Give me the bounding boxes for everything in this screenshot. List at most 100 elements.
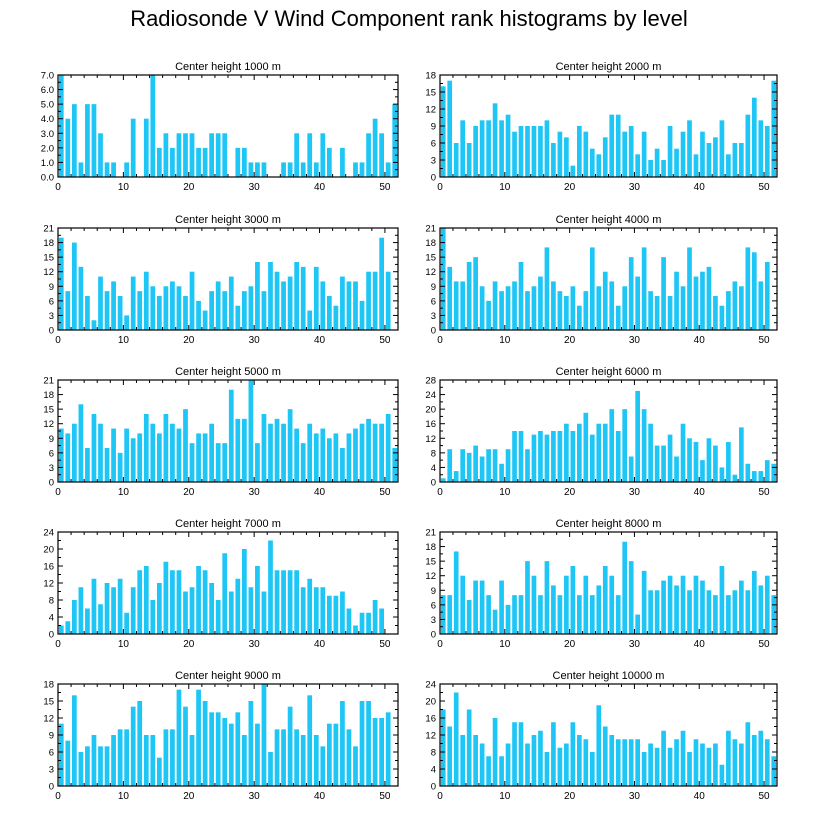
bar — [261, 414, 267, 482]
bar — [189, 587, 195, 634]
bar — [379, 423, 385, 482]
bar — [499, 120, 504, 177]
bar — [739, 427, 744, 482]
bar — [111, 735, 116, 786]
bar — [320, 746, 326, 786]
bar — [726, 730, 731, 786]
bar — [713, 137, 718, 177]
bar — [307, 310, 313, 330]
bar — [124, 612, 130, 634]
bar — [518, 722, 524, 786]
bar — [385, 712, 391, 786]
bar — [202, 570, 208, 634]
y-tick-label: 1.0 — [41, 158, 54, 169]
bar — [143, 735, 149, 786]
bar — [641, 131, 647, 177]
bar — [65, 118, 71, 177]
bar — [333, 433, 339, 482]
bar — [281, 162, 286, 177]
bar — [58, 75, 64, 177]
bar — [622, 739, 628, 786]
bar — [700, 271, 705, 330]
bar — [551, 143, 556, 177]
bar — [440, 595, 446, 634]
bar — [58, 723, 64, 786]
bar — [758, 585, 764, 634]
bar — [248, 162, 254, 177]
bar — [674, 148, 679, 177]
bar — [680, 286, 686, 330]
bar — [241, 291, 247, 330]
bar — [726, 441, 731, 482]
y-tick-label: 24 — [425, 680, 436, 691]
bar — [287, 706, 293, 786]
x-tick-label: 40 — [314, 182, 326, 193]
y-tick-label: 16 — [43, 562, 54, 573]
bar — [577, 423, 582, 482]
bar — [156, 147, 162, 177]
bar — [372, 271, 378, 330]
bar — [326, 595, 332, 634]
bar — [255, 723, 260, 786]
y-tick-label: 18 — [425, 71, 436, 82]
plot-frame — [57, 74, 399, 178]
bar — [353, 162, 358, 177]
bar — [235, 147, 241, 177]
bar — [667, 747, 673, 786]
bar — [111, 281, 116, 330]
bar — [453, 281, 459, 330]
bar — [609, 735, 615, 786]
bar — [91, 735, 97, 786]
bar — [156, 296, 162, 330]
bar — [745, 247, 751, 330]
bar — [713, 743, 718, 786]
x-tick-label: 10 — [499, 335, 511, 346]
panel-title: Center height 10000 m — [553, 670, 665, 682]
y-tick-label: 6 — [49, 448, 54, 459]
bar — [300, 735, 306, 786]
bar — [538, 276, 543, 330]
bar — [700, 743, 705, 786]
bar — [372, 718, 378, 786]
bar — [641, 409, 647, 482]
y-tick-label: 12 — [43, 267, 54, 278]
x-tick-label: 20 — [183, 639, 195, 650]
x-tick-label: 0 — [55, 639, 61, 650]
x-tick-label: 30 — [629, 791, 641, 802]
bar — [745, 463, 751, 482]
bar — [492, 103, 498, 177]
bar — [183, 706, 188, 786]
bar — [706, 143, 712, 177]
bar — [726, 291, 731, 330]
bar — [268, 423, 273, 482]
bar — [300, 266, 306, 330]
y-tick-label: 15 — [425, 253, 436, 264]
bar — [189, 735, 195, 786]
x-tick-label: 10 — [499, 791, 511, 802]
bar — [687, 438, 692, 482]
bar — [661, 730, 666, 786]
x-tick-label: 10 — [118, 335, 130, 346]
bar — [667, 296, 673, 330]
bar — [359, 162, 365, 177]
bar — [473, 735, 478, 786]
y-tick-label: 9 — [431, 122, 436, 133]
bar — [531, 434, 537, 482]
bar — [235, 418, 241, 482]
x-tick-label: 40 — [314, 639, 326, 650]
histogram-panel-7: Center height 7000 m 0 10 20 30 40 50 0 4 8 12 16 20… — [43, 518, 399, 650]
x-tick-label: 20 — [564, 182, 576, 193]
x-tick-label: 30 — [249, 639, 261, 650]
bar — [65, 433, 71, 482]
bar — [176, 133, 182, 177]
y-tick-label: 16 — [425, 714, 436, 725]
bar — [453, 692, 459, 786]
bar — [577, 126, 582, 177]
bar — [602, 271, 608, 330]
bar — [492, 718, 498, 786]
bar — [78, 587, 84, 634]
bar — [189, 133, 195, 177]
y-tick-label: 20 — [43, 545, 54, 556]
bar — [85, 746, 90, 786]
bar — [281, 281, 286, 330]
